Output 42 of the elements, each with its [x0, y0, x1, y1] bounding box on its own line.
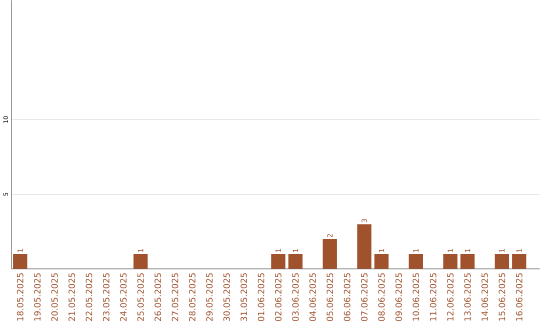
bar	[133, 254, 148, 269]
x-tick-label: 07.06.2025	[361, 273, 368, 322]
x-tick-label: 08.06.2025	[378, 273, 385, 322]
bar	[322, 239, 337, 269]
x-tick-label: 12.06.2025	[447, 273, 454, 321]
x-tick-label: 31.05.2025	[240, 273, 248, 321]
x-tick-label: 21.05.2025	[68, 273, 76, 321]
x-tick-label: 28.05.2025	[188, 273, 196, 321]
x-tick-label: 15.06.2025	[498, 273, 506, 321]
x-tick-label: 14.06.2025	[481, 273, 488, 321]
bar	[288, 254, 303, 269]
bar	[494, 254, 510, 269]
x-tick-label: 16.06.2025	[516, 273, 522, 321]
x-tick-label: 23.05.2025	[102, 273, 110, 321]
x-tick-label: 20.05.2025	[51, 273, 58, 321]
bar	[374, 254, 389, 269]
x-tick-label: 29.05.2025	[206, 273, 213, 321]
bar	[13, 254, 28, 269]
bar	[408, 254, 423, 269]
x-tick-label: 04.06.2025	[309, 273, 316, 322]
bar	[271, 254, 286, 269]
bar	[443, 254, 458, 269]
x-tick-label: 05.06.2025	[326, 273, 334, 322]
x-tick-label: 13.06.2025	[464, 273, 471, 321]
x-tick-label: 09.06.2025	[395, 273, 402, 322]
bar	[357, 224, 372, 269]
x-tick-label: 27.05.2025	[172, 273, 178, 321]
x-tick-label: 10.06.2025	[412, 273, 420, 321]
x-tick-label: 03.06.2025	[292, 273, 299, 322]
x-tick-label: 22.05.2025	[86, 273, 92, 321]
x-tick-label: 30.05.2025	[223, 273, 230, 321]
x-tick-label: 26.05.2025	[154, 273, 162, 321]
x-tick-label: 06.06.2025	[344, 273, 350, 322]
x-tick-label: 11.06.2025	[430, 273, 436, 321]
x-tick-label: 02.06.2025	[275, 273, 282, 322]
x-tick-label: 19.05.2025	[34, 273, 41, 321]
bar	[460, 254, 475, 269]
x-tick-label: 01.06.2025	[258, 273, 264, 322]
x-tick-label: 18.05.2025	[16, 273, 24, 321]
x-tick-label: 24.05.2025	[120, 273, 127, 321]
bar	[512, 254, 526, 269]
x-tick-label: 25.05.2025	[137, 273, 144, 321]
